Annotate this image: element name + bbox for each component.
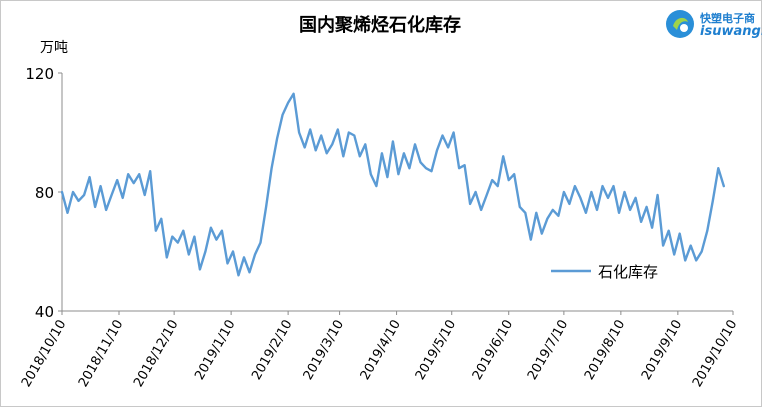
y-tick-label: 80 — [35, 184, 54, 202]
logo-url-text: isuwang.co — [700, 24, 762, 39]
y-axis-unit-label: 万吨 — [40, 40, 68, 56]
chart-title: 国内聚烯烃石化库存 — [299, 14, 461, 36]
series-line-shihua-kucun — [60, 92, 725, 277]
logo-mark-icon — [666, 10, 694, 38]
logo-cn-text: 快塑电子商 — [700, 12, 755, 25]
y-tick-label: 120 — [25, 65, 54, 83]
legend-label: 石化库存 — [598, 263, 658, 281]
y-tick-labels: 40 80 120 — [25, 65, 54, 321]
y-tick-label: 40 — [35, 303, 54, 321]
legend: 石化库存 — [551, 263, 658, 281]
isuwang-logo: 快塑电子商 isuwang.co — [660, 6, 762, 46]
